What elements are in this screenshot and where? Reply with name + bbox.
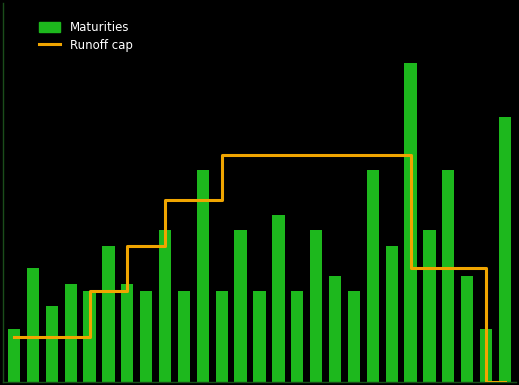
Bar <box>215 291 228 382</box>
Bar <box>404 64 417 382</box>
Legend: Maturities, Runoff cap: Maturities, Runoff cap <box>34 16 138 57</box>
Bar <box>46 306 58 382</box>
Bar <box>480 329 492 382</box>
Bar <box>253 291 266 382</box>
Bar <box>8 329 20 382</box>
Bar <box>442 170 455 382</box>
Bar <box>291 291 304 382</box>
Bar <box>27 268 39 382</box>
Bar <box>461 276 473 382</box>
Bar <box>235 231 247 382</box>
Bar <box>329 276 341 382</box>
Bar <box>197 170 209 382</box>
Bar <box>272 215 284 382</box>
Bar <box>84 291 95 382</box>
Bar <box>64 284 77 382</box>
Bar <box>159 231 171 382</box>
Bar <box>102 246 115 382</box>
Bar <box>140 291 153 382</box>
Bar <box>386 246 398 382</box>
Bar <box>348 291 360 382</box>
Bar <box>121 284 133 382</box>
Bar <box>366 170 379 382</box>
Bar <box>178 291 190 382</box>
Bar <box>499 117 511 382</box>
Bar <box>310 231 322 382</box>
Bar <box>424 231 435 382</box>
